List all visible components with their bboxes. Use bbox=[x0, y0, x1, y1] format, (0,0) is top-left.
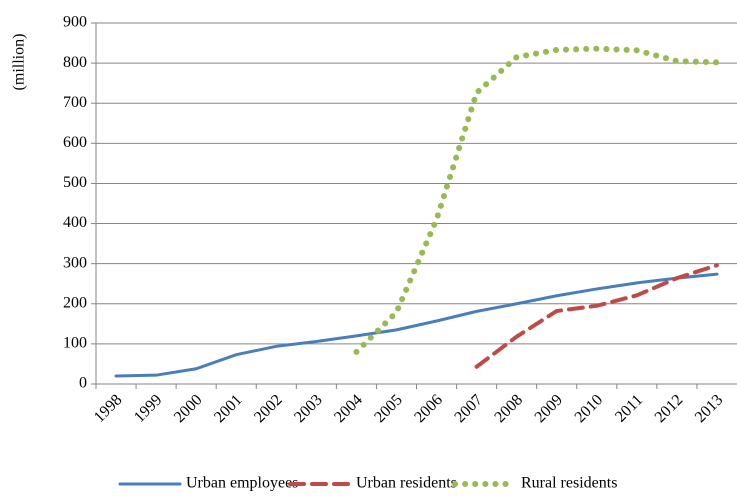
x-tick-label: 2002 bbox=[251, 391, 286, 426]
y-tick-label: 300 bbox=[63, 254, 87, 271]
x-tick-label: 2003 bbox=[291, 391, 326, 426]
y-tick-label: 800 bbox=[63, 54, 87, 71]
x-tick-label: 1999 bbox=[131, 391, 166, 426]
y-tick-label: 600 bbox=[63, 134, 87, 151]
series-line bbox=[474, 263, 719, 369]
x-tick-label: 2004 bbox=[331, 391, 366, 426]
y-tick-label: 100 bbox=[63, 335, 87, 352]
series-line bbox=[114, 272, 719, 378]
y-tick-label: 500 bbox=[63, 174, 87, 191]
x-tick-label: 2001 bbox=[211, 391, 246, 426]
legend-label: Urban residents bbox=[356, 475, 457, 492]
x-tick-label: 2009 bbox=[531, 391, 566, 426]
x-tick-label: 2008 bbox=[491, 391, 526, 426]
x-tick-label: 2000 bbox=[171, 391, 206, 426]
series-line bbox=[353, 45, 720, 355]
y-tick-label: 400 bbox=[63, 214, 87, 231]
x-tick-label: 1998 bbox=[91, 391, 126, 426]
x-tick-label: 2011 bbox=[612, 391, 646, 425]
x-tick-label: 2006 bbox=[411, 391, 446, 426]
x-tick-label: 2007 bbox=[451, 391, 486, 426]
y-tick-label: 200 bbox=[63, 294, 87, 311]
y-tick-label: 0 bbox=[79, 375, 87, 392]
legend-label: Rural residents bbox=[521, 475, 617, 492]
y-axis-label: (million) bbox=[11, 34, 28, 91]
legend-label: Urban employees bbox=[186, 475, 298, 492]
x-tick-label: 2012 bbox=[652, 391, 687, 426]
x-tick-label: 2013 bbox=[692, 391, 727, 426]
y-tick-label: 900 bbox=[63, 14, 87, 31]
x-tick-label: 2005 bbox=[371, 391, 406, 426]
y-tick-label: 700 bbox=[63, 94, 87, 111]
x-tick-label: 2010 bbox=[572, 391, 607, 426]
